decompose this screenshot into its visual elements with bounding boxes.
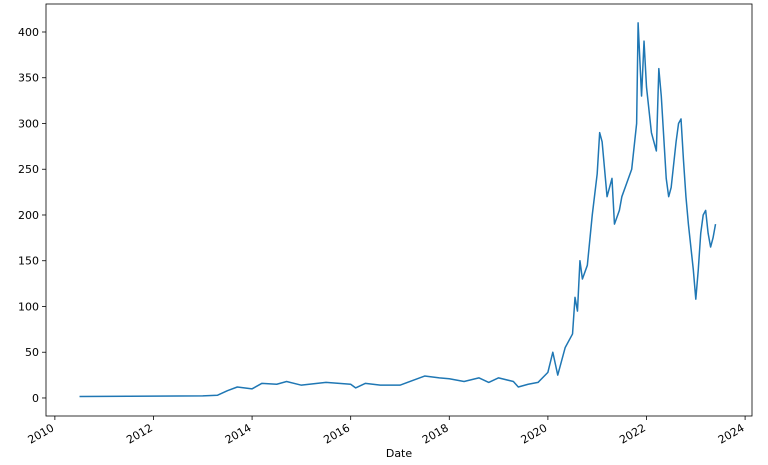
x-tick-label: 2012: [124, 421, 155, 446]
y-tick-label: 300: [18, 117, 39, 130]
y-tick-label: 150: [18, 255, 39, 268]
y-tick-label: 50: [25, 346, 39, 359]
x-tick-label: 2016: [321, 421, 352, 446]
y-tick-label: 200: [18, 209, 39, 222]
x-tick-label: 2022: [617, 421, 648, 446]
x-tick-label: 2014: [223, 421, 254, 446]
line-series: [79, 22, 717, 398]
y-tick-label: 350: [18, 72, 39, 85]
x-tick-label: 2018: [420, 421, 451, 446]
x-axis-label: Date: [386, 447, 413, 460]
x-tick-label: 2024: [716, 421, 747, 446]
y-tick-label: 250: [18, 163, 39, 176]
y-tick-label: 100: [18, 300, 39, 313]
plot-frame: [45, 3, 753, 417]
y-tick-label: 400: [18, 26, 39, 39]
x-tick-label: 2020: [519, 421, 550, 446]
x-tick-label: 2010: [26, 421, 57, 446]
y-tick-label: 0: [32, 392, 39, 405]
